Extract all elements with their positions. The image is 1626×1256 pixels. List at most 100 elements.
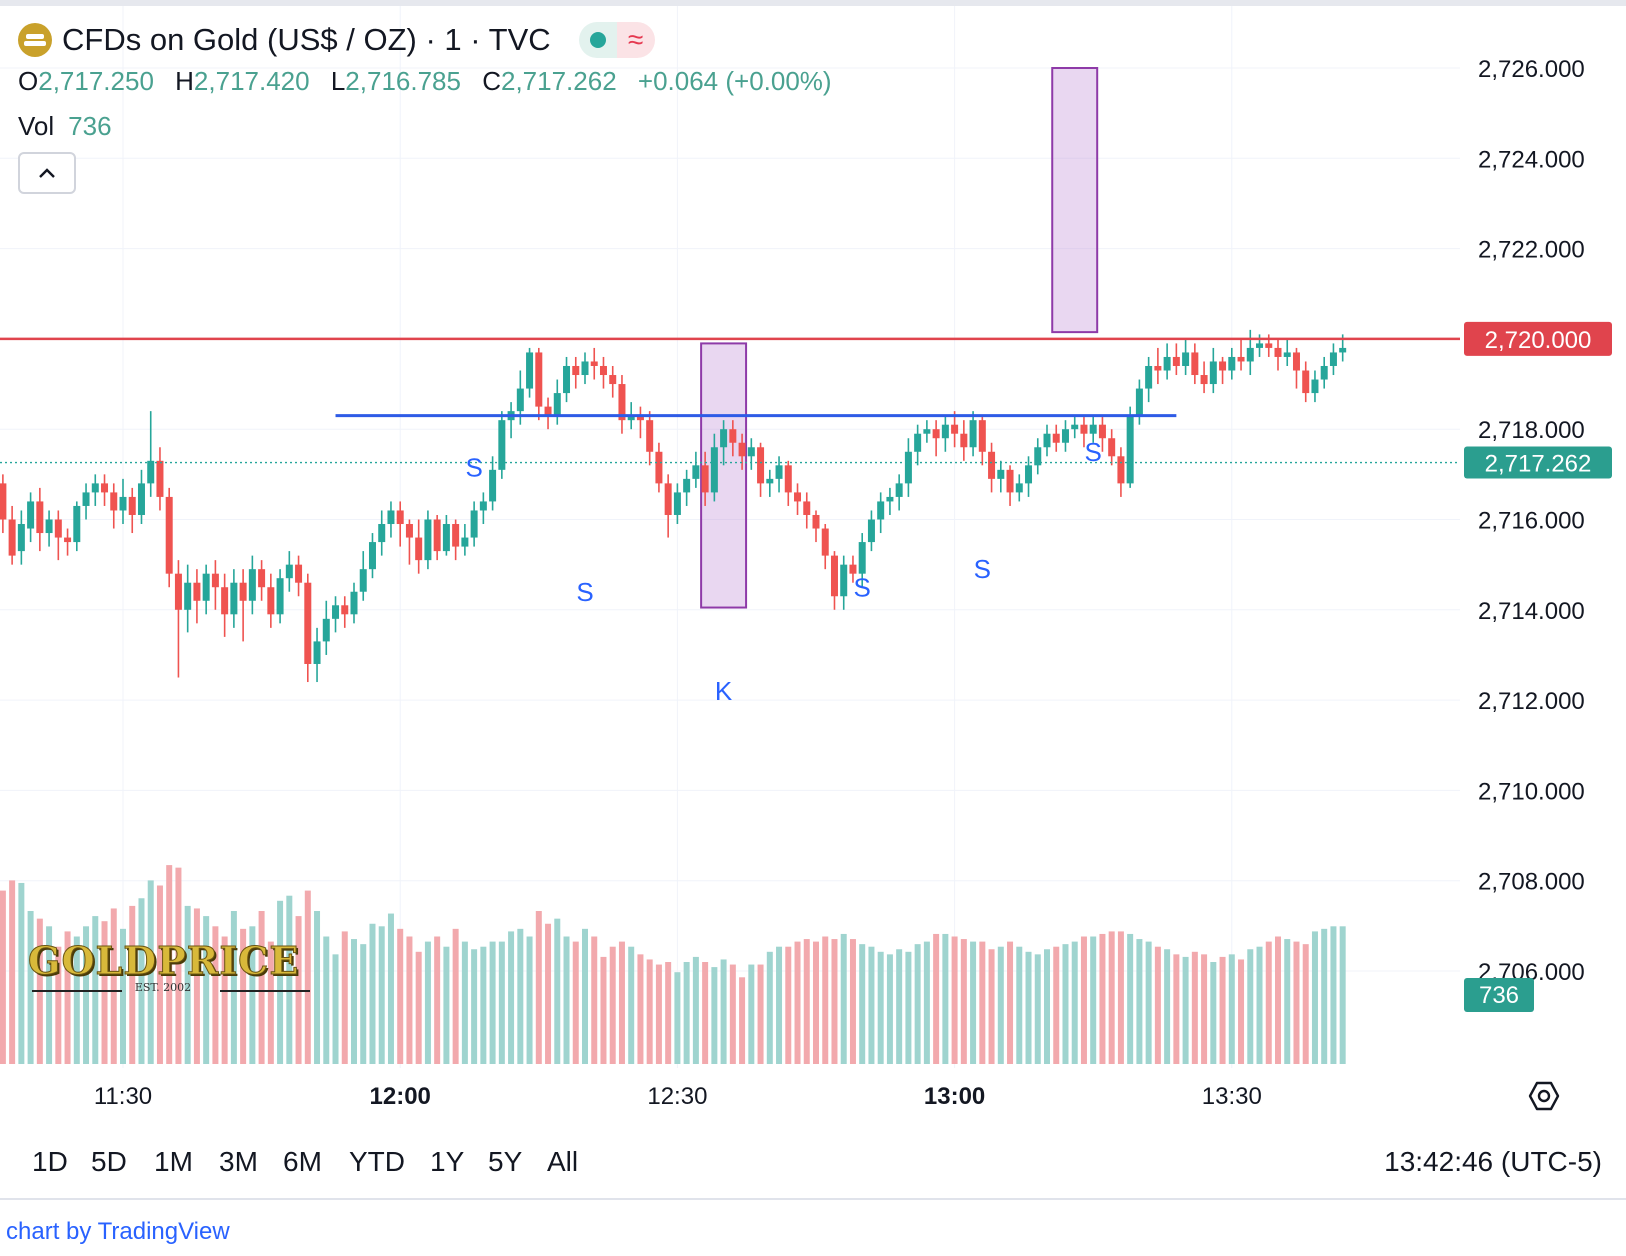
candle-body	[969, 420, 977, 448]
timeframe-ytd[interactable]: YTD	[349, 1146, 405, 1177]
candle-body	[544, 406, 552, 416]
volume-bar	[64, 931, 71, 1064]
volume-bar	[655, 964, 662, 1064]
volume-bar	[674, 972, 681, 1064]
collapse-legend-button[interactable]	[18, 152, 76, 194]
volume-bar	[508, 931, 515, 1064]
timeframe-3m[interactable]: 3M	[219, 1146, 258, 1177]
candle-body	[304, 582, 312, 664]
candle-body	[470, 510, 478, 538]
volume-bar	[748, 964, 755, 1064]
pattern-annotation: S	[576, 577, 593, 607]
candle-body	[609, 375, 617, 385]
candle-body	[424, 519, 432, 561]
price-tick-label: 2,710.000	[1478, 778, 1585, 805]
candle-body	[91, 483, 99, 493]
volume-bar	[1145, 941, 1152, 1064]
volume-bar	[9, 880, 16, 1064]
annotations: S S K S S S	[465, 437, 1101, 706]
exchange-clock[interactable]: 13:42:46 (UTC-5)	[1384, 1146, 1602, 1177]
tradingview-attribution-link[interactable]: chart by TradingView	[6, 1218, 230, 1245]
market-open-dot-icon	[589, 32, 606, 48]
candle-body	[359, 569, 367, 592]
candle-body	[442, 524, 450, 552]
volume-bar	[1247, 949, 1254, 1064]
candle-body	[248, 569, 256, 601]
candle-body	[988, 451, 996, 479]
volume-bar	[1330, 926, 1337, 1064]
candle-body	[572, 365, 580, 376]
candle-body	[673, 492, 681, 515]
gear-icon[interactable]	[1528, 1080, 1560, 1112]
volume-bar	[692, 956, 699, 1064]
timeframe-1m[interactable]: 1M	[154, 1146, 193, 1177]
volume-bar	[1191, 951, 1198, 1064]
candle-body	[295, 564, 303, 583]
gold-symbol-icon	[18, 23, 52, 57]
candle-body	[452, 524, 460, 547]
price-tick-label: 2,718.000	[1478, 417, 1585, 444]
volume-bar	[120, 928, 126, 1064]
time-axis[interactable]: 11:30 12:00 12:30 13:00 13:30	[94, 1083, 1262, 1110]
candle-body	[36, 501, 44, 534]
timeframe-5d[interactable]: 5D	[91, 1146, 127, 1177]
timeframe-5y[interactable]: 5Y	[488, 1146, 523, 1177]
candle-body	[1274, 347, 1282, 357]
price-tick-label: 2,722.000	[1478, 237, 1585, 264]
volume-bar	[240, 928, 247, 1064]
volume-bar	[184, 905, 191, 1064]
timeframe-6m[interactable]: 6M	[283, 1146, 322, 1177]
candle-body	[489, 469, 497, 502]
candle-body	[904, 451, 912, 484]
candle-body	[701, 465, 709, 493]
volume-bar	[1016, 946, 1023, 1064]
candle-body	[1117, 456, 1125, 484]
candle-body	[1043, 433, 1051, 448]
drawn-lines	[0, 337, 1460, 464]
candle-body	[202, 573, 210, 601]
candle-body	[479, 501, 487, 511]
timeframe-all[interactable]: All	[547, 1146, 579, 1177]
volume-bar	[1228, 954, 1235, 1064]
pattern-annotation: S	[974, 554, 991, 584]
volume-bar	[129, 905, 136, 1064]
timeframe-1y[interactable]: 1Y	[430, 1146, 465, 1177]
candle-body	[997, 469, 1005, 479]
volume-bar	[101, 921, 108, 1064]
time-tick-label: 13:00	[924, 1083, 985, 1110]
candle-body	[1025, 465, 1033, 484]
candle-body	[1163, 356, 1171, 371]
volume-bar	[951, 936, 958, 1064]
volume-bar	[1339, 926, 1346, 1064]
volume-bar	[776, 946, 783, 1064]
market-status-pill[interactable]: ≈	[578, 22, 655, 58]
candle-body	[1108, 438, 1116, 457]
candle-body	[1061, 429, 1069, 443]
volume-bar	[1210, 962, 1217, 1064]
volume-bar	[831, 939, 838, 1064]
candle-body	[1006, 469, 1014, 493]
candles	[0, 329, 1347, 683]
timeframe-1d[interactable]: 1D	[32, 1146, 68, 1177]
candle-body	[692, 465, 700, 479]
volume-bar	[323, 936, 330, 1064]
candle-body	[110, 492, 118, 511]
candle-body	[156, 460, 164, 497]
candle-body	[0, 483, 7, 520]
candle-body	[914, 433, 922, 452]
symbol-title[interactable]: CFDs on Gold (US$ / OZ) · 1 · TVC	[62, 22, 551, 57]
volume-bar	[1284, 939, 1291, 1064]
candle-body	[1034, 447, 1042, 466]
candle-body	[221, 587, 229, 615]
volume-bar	[267, 941, 274, 1064]
volume-bar	[683, 962, 690, 1064]
candle-body	[1191, 352, 1199, 376]
price-axis[interactable]: 2,726.000 2,724.000 2,722.000 2,720.000 2,71…	[1464, 56, 1612, 1012]
volume-bar	[813, 941, 819, 1064]
volume-bar	[83, 926, 90, 1064]
chart-canvas[interactable]: S S K S S S 2,726.000 2,724.000 2,722.000 2,720.…	[0, 0, 1626, 1200]
volume-bar	[498, 941, 505, 1064]
candle-body	[1135, 388, 1143, 416]
candle-body	[387, 510, 395, 525]
volume-bar	[212, 926, 219, 1064]
